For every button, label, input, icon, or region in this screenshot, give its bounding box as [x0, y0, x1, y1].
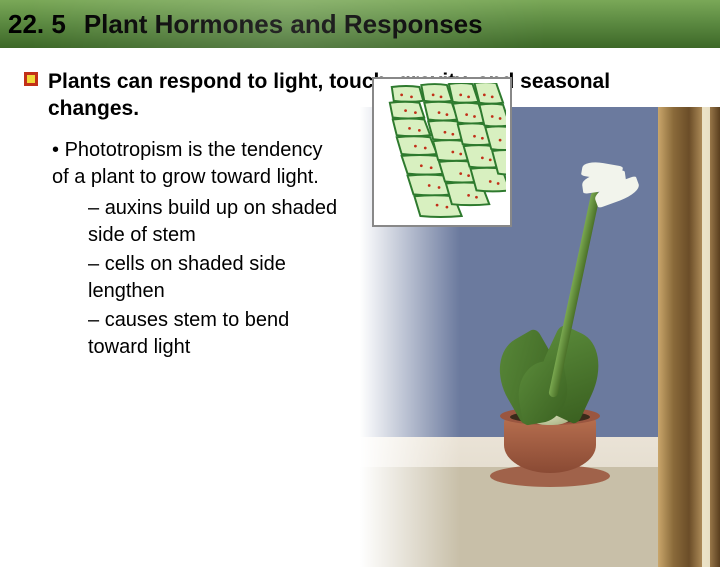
section-header: 22. 5 Plant Hormones and Responses — [0, 0, 720, 48]
photo-table-fade — [360, 437, 460, 567]
section-title: Plant Hormones and Responses — [84, 9, 483, 40]
sub-item: cells on shaded side lengthen — [88, 251, 344, 305]
text-column: Phototropism is the tendency of a plant … — [24, 137, 344, 363]
photo-flower — [582, 163, 652, 205]
sub-item: causes stem to bend toward light — [88, 307, 344, 361]
slide-content: Plants can respond to light, touch, grav… — [0, 48, 720, 577]
cell-diagram-svg — [378, 83, 506, 221]
cell-diagram-inset — [372, 77, 512, 227]
body-row: Phototropism is the tendency of a plant … — [24, 137, 696, 577]
sub-list: auxins build up on shaded side of stem c… — [52, 195, 344, 361]
bullet-icon — [24, 72, 38, 86]
section-number: 22. 5 — [8, 9, 66, 40]
photo-window-frame — [658, 107, 720, 567]
main-point: Phototropism is the tendency of a plant … — [52, 137, 344, 191]
photo-window-light — [702, 107, 710, 567]
image-column — [344, 137, 696, 577]
sub-item: auxins build up on shaded side of stem — [88, 195, 344, 249]
plant-photo — [360, 107, 720, 567]
